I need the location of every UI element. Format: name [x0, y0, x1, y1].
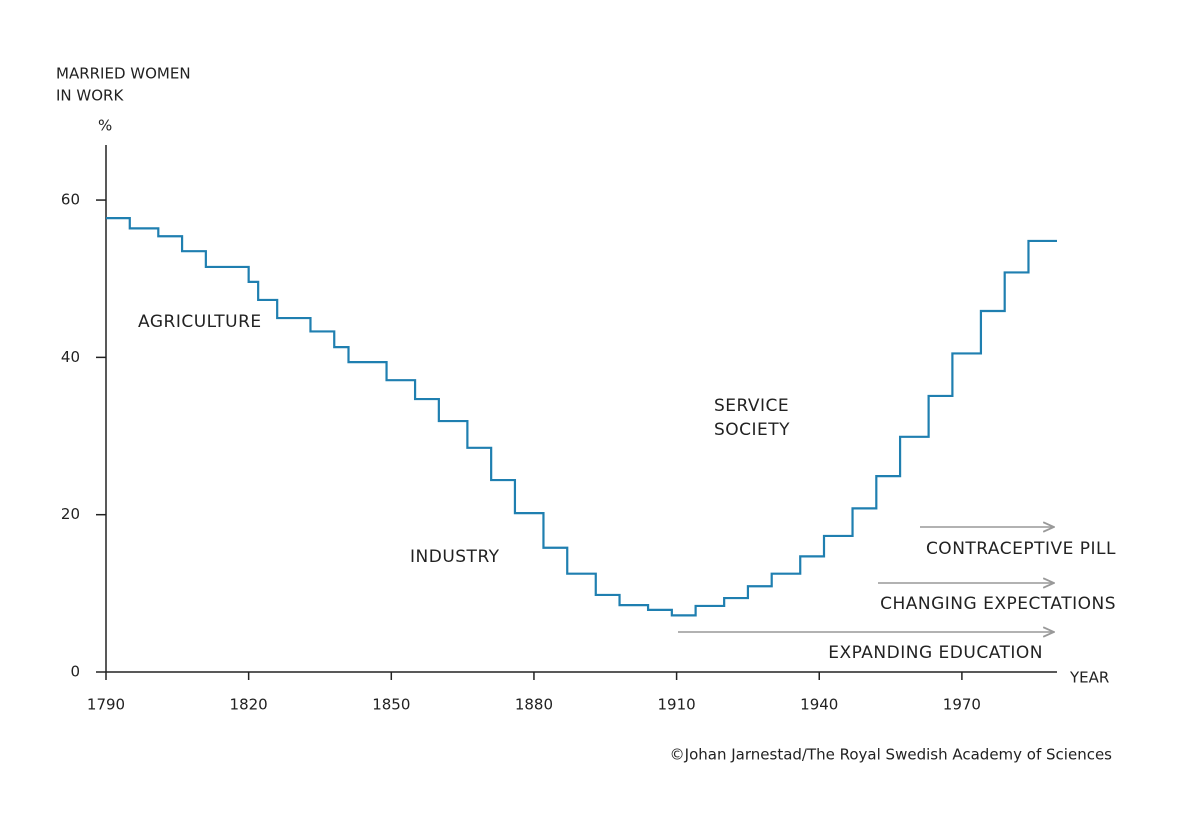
- step-line: [106, 217, 1057, 617]
- x-tick-label: 1970: [943, 696, 981, 714]
- x-axis-label: YEAR: [1069, 669, 1109, 687]
- x-tick-label: 1790: [87, 696, 125, 714]
- annotation: SERVICE: [714, 396, 789, 416]
- y-axis-unit: %: [98, 117, 112, 135]
- y-tick-label: 40: [61, 348, 80, 366]
- y-axis-label: MARRIED WOMEN: [56, 65, 191, 83]
- y-tick-label: 20: [61, 505, 80, 523]
- annotation: EXPANDING EDUCATION: [828, 643, 1043, 663]
- annotation: INDUSTRY: [410, 547, 500, 567]
- y-tick-label: 60: [61, 191, 80, 209]
- credit: ©Johan Jarnestad/The Royal Swedish Acade…: [670, 746, 1113, 764]
- y-axis-label: IN WORK: [56, 87, 124, 105]
- annotation: CHANGING EXPECTATIONS: [880, 594, 1116, 614]
- x-tick-label: 1910: [658, 696, 696, 714]
- x-tick-label: 1820: [230, 696, 268, 714]
- annotation: SOCIETY: [714, 420, 790, 440]
- x-tick-label: 1850: [372, 696, 410, 714]
- x-tick-label: 1940: [800, 696, 838, 714]
- y-tick-label: 0: [70, 663, 80, 681]
- annotation: AGRICULTURE: [138, 312, 262, 332]
- x-tick-label: 1880: [515, 696, 553, 714]
- annotation: CONTRACEPTIVE PILL: [926, 539, 1116, 559]
